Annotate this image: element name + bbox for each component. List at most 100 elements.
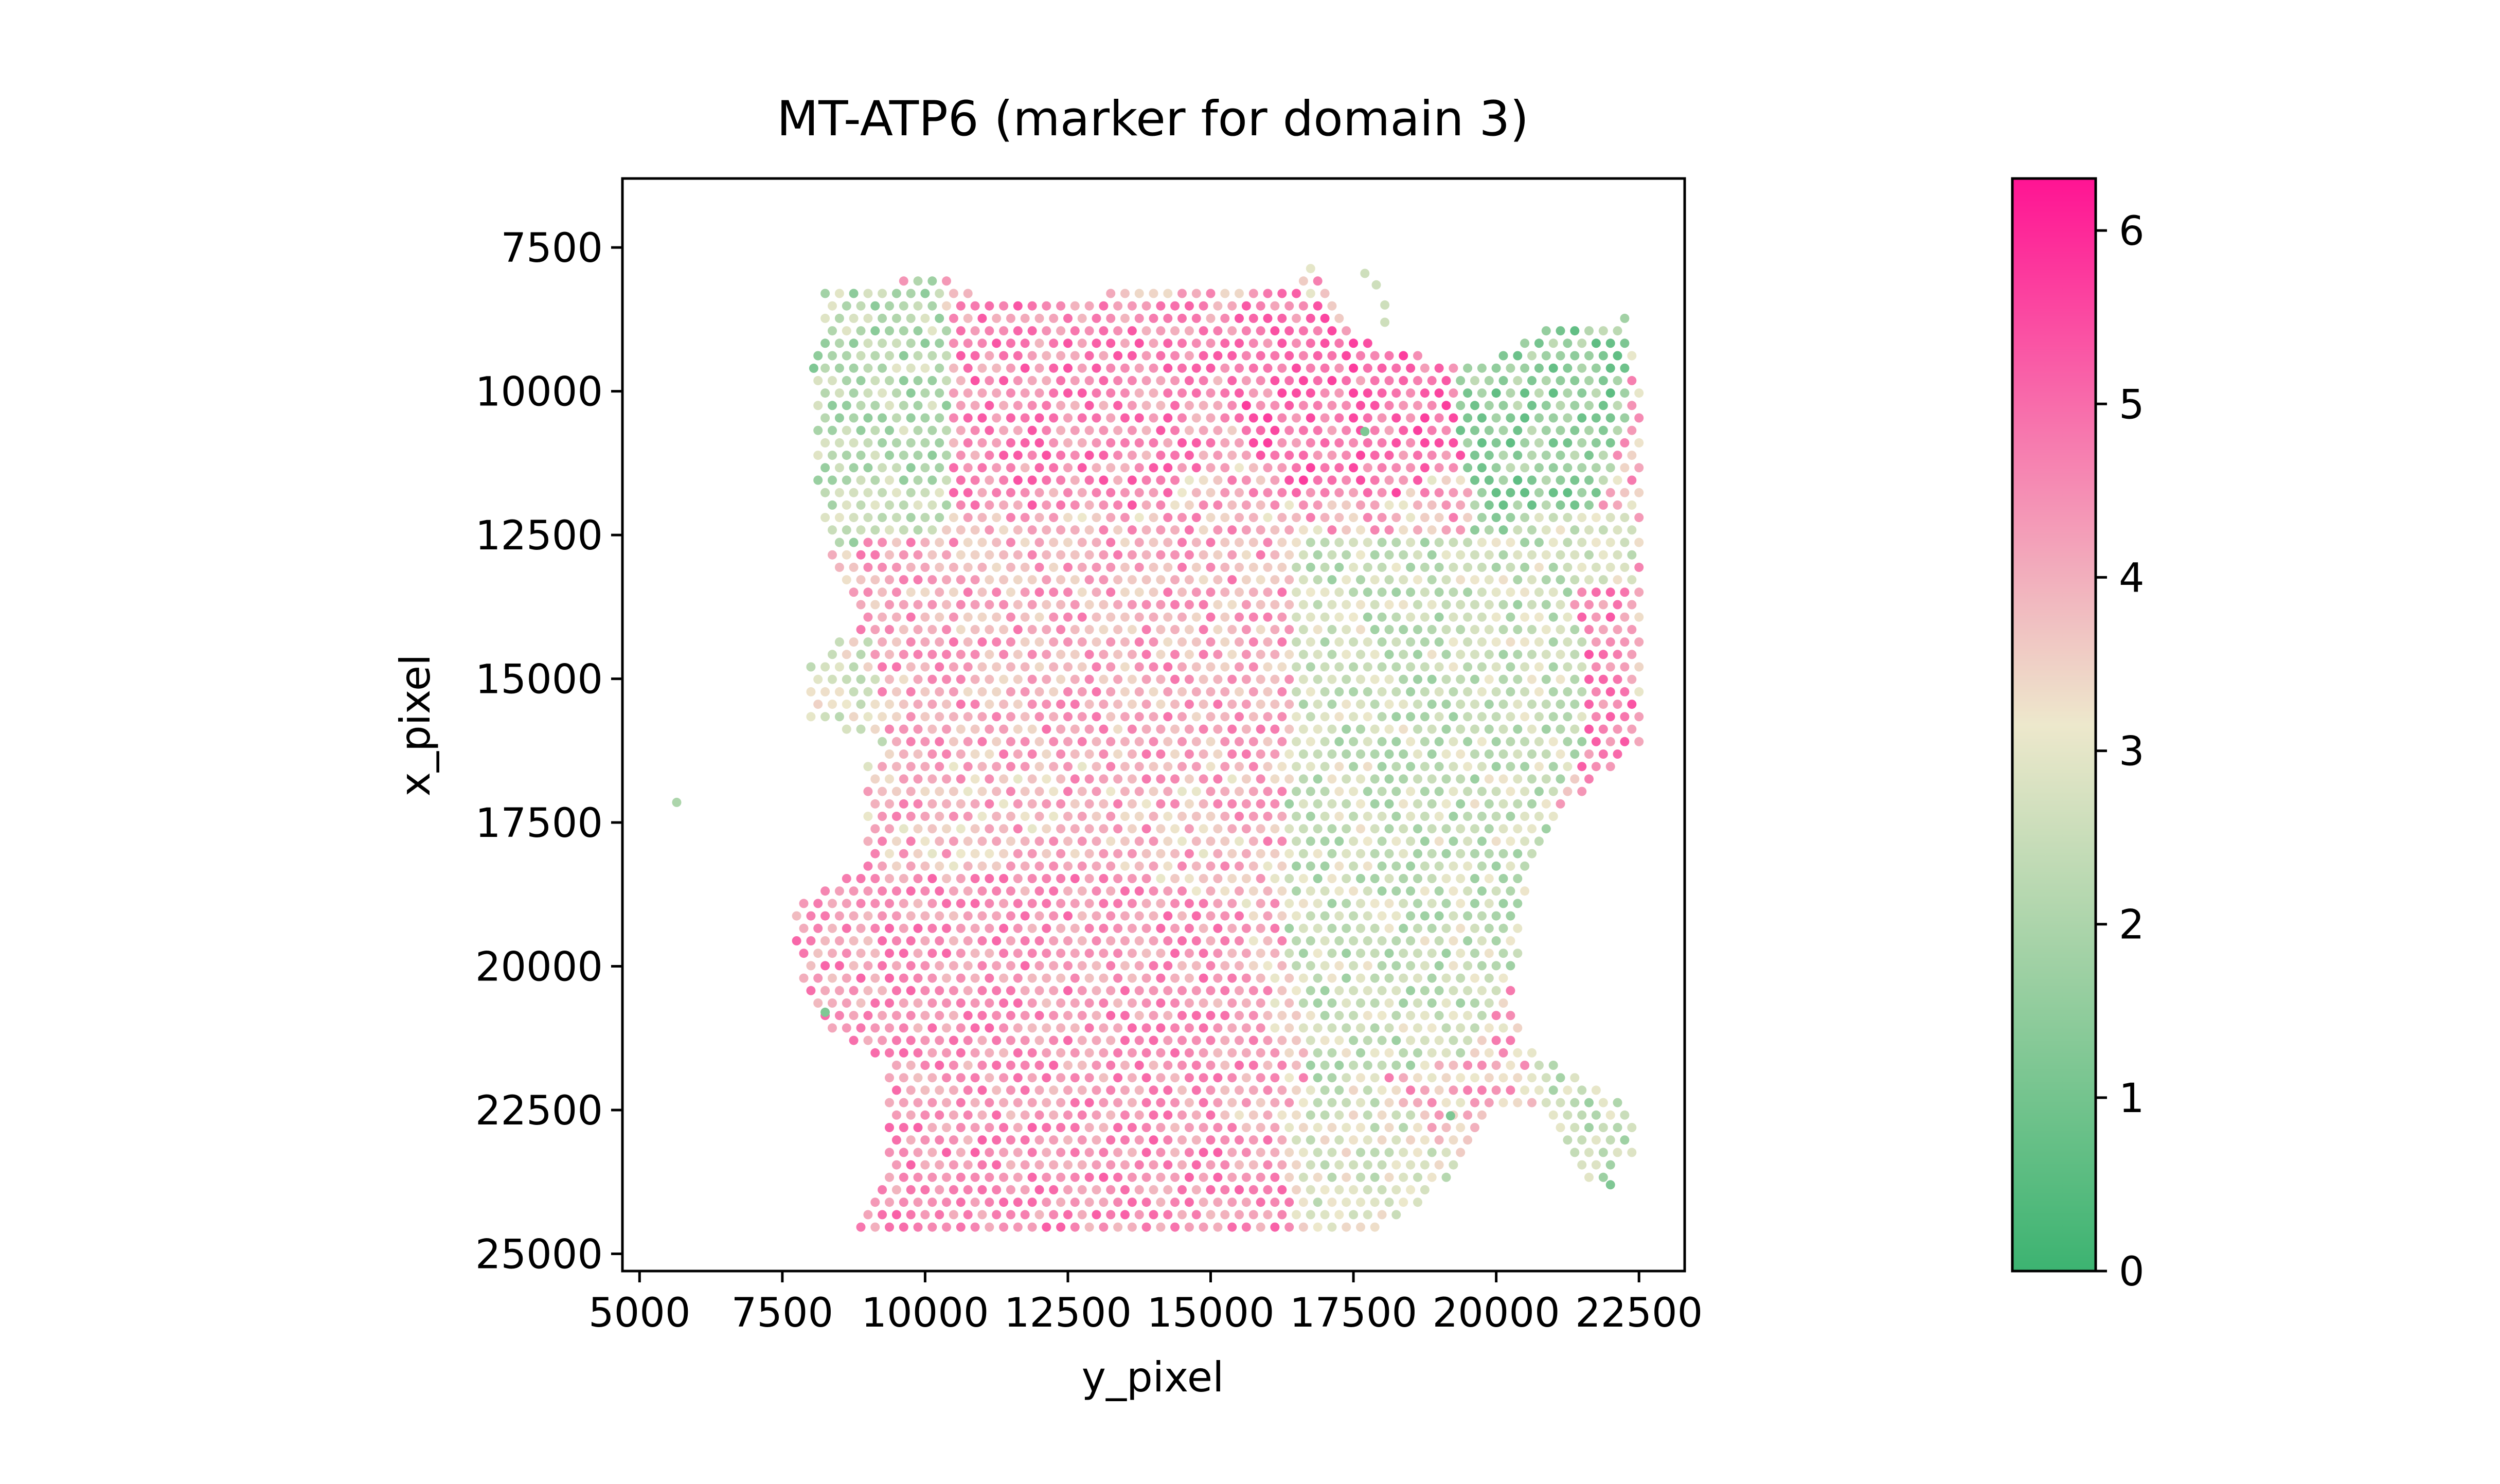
data-point <box>985 376 994 385</box>
data-point <box>1513 949 1523 958</box>
data-point <box>1520 513 1530 523</box>
data-point <box>1213 600 1223 610</box>
data-point <box>1184 973 1194 983</box>
data-point <box>1534 438 1544 448</box>
data-point <box>1070 624 1080 634</box>
data-point <box>1298 923 1308 933</box>
data-point <box>1056 401 1066 410</box>
data-point <box>1570 774 1580 784</box>
data-point <box>992 1011 1002 1021</box>
data-point <box>1070 774 1080 784</box>
data-point <box>1577 1160 1587 1170</box>
data-point <box>1320 538 1330 547</box>
data-point <box>985 799 994 809</box>
data-point <box>1513 525 1523 535</box>
data-point <box>1298 1048 1308 1058</box>
data-point <box>1106 662 1116 672</box>
data-point <box>1377 961 1387 971</box>
data-point <box>1406 836 1416 846</box>
data-point <box>1327 451 1337 460</box>
data-point <box>1027 425 1037 435</box>
data-point <box>1141 1197 1151 1207</box>
data-point <box>1263 438 1273 448</box>
data-point <box>1363 786 1372 796</box>
data-point <box>1027 376 1037 385</box>
data-point <box>1270 600 1280 610</box>
data-point <box>1248 812 1258 821</box>
data-point <box>1298 550 1308 560</box>
data-point <box>899 849 908 859</box>
data-point <box>1248 961 1258 971</box>
data-point <box>1598 1172 1608 1182</box>
data-point <box>813 674 823 684</box>
data-point <box>1334 812 1344 821</box>
data-point <box>1356 973 1365 983</box>
data-point <box>1406 1135 1416 1145</box>
data-point <box>1120 289 1130 298</box>
data-point <box>1363 1160 1372 1170</box>
data-point <box>1013 351 1023 361</box>
data-point <box>1349 1035 1359 1045</box>
data-point <box>1298 451 1308 460</box>
data-point <box>1406 886 1416 896</box>
data-point <box>1313 749 1323 759</box>
data-point <box>1277 737 1287 746</box>
data-point <box>1084 376 1094 385</box>
data-point <box>1349 338 1359 348</box>
data-point <box>1577 786 1587 796</box>
data-point <box>863 886 873 896</box>
data-point <box>1591 1160 1601 1170</box>
data-point <box>1256 824 1265 834</box>
data-point <box>970 849 980 859</box>
data-point <box>999 700 1009 709</box>
data-point <box>1070 1222 1080 1232</box>
data-point <box>820 513 830 523</box>
data-point <box>1441 799 1451 809</box>
data-point <box>1235 1210 1244 1220</box>
data-point <box>1120 986 1130 995</box>
data-point <box>1470 425 1479 435</box>
data-point <box>1170 351 1180 361</box>
data-point <box>1027 650 1037 659</box>
data-point <box>1156 624 1166 634</box>
data-point <box>1420 886 1430 896</box>
data-point <box>834 413 844 423</box>
data-point <box>1020 1110 1030 1120</box>
data-point <box>935 662 944 672</box>
data-point <box>1206 1061 1216 1070</box>
data-point <box>870 923 880 933</box>
data-point <box>1184 600 1194 610</box>
data-point <box>1605 338 1615 348</box>
data-point <box>891 986 901 995</box>
data-point <box>1006 513 1015 523</box>
data-point <box>1320 438 1330 448</box>
data-point <box>1570 600 1580 610</box>
data-point <box>813 998 823 1008</box>
data-point <box>1042 1073 1051 1083</box>
data-point <box>1363 836 1372 846</box>
data-point <box>992 712 1002 722</box>
data-point <box>1106 986 1116 995</box>
data-point <box>1520 786 1530 796</box>
data-point <box>1377 737 1387 746</box>
data-point <box>970 923 980 933</box>
data-point <box>1506 612 1515 622</box>
data-point <box>1206 562 1216 572</box>
data-point <box>1598 650 1608 659</box>
data-point <box>949 687 958 696</box>
data-point <box>1149 1110 1158 1120</box>
data-point <box>1248 289 1258 298</box>
data-point <box>1206 1135 1216 1145</box>
data-point <box>820 388 830 398</box>
data-point <box>1241 949 1251 958</box>
data-point <box>1213 525 1223 535</box>
data-point <box>1441 575 1451 585</box>
data-point <box>849 289 859 298</box>
data-point <box>1577 662 1587 672</box>
data-point <box>1327 550 1337 560</box>
data-point <box>1127 973 1137 983</box>
data-point <box>1463 911 1473 921</box>
data-point <box>1420 413 1430 423</box>
data-point <box>1334 1185 1344 1194</box>
data-point <box>1320 587 1330 597</box>
